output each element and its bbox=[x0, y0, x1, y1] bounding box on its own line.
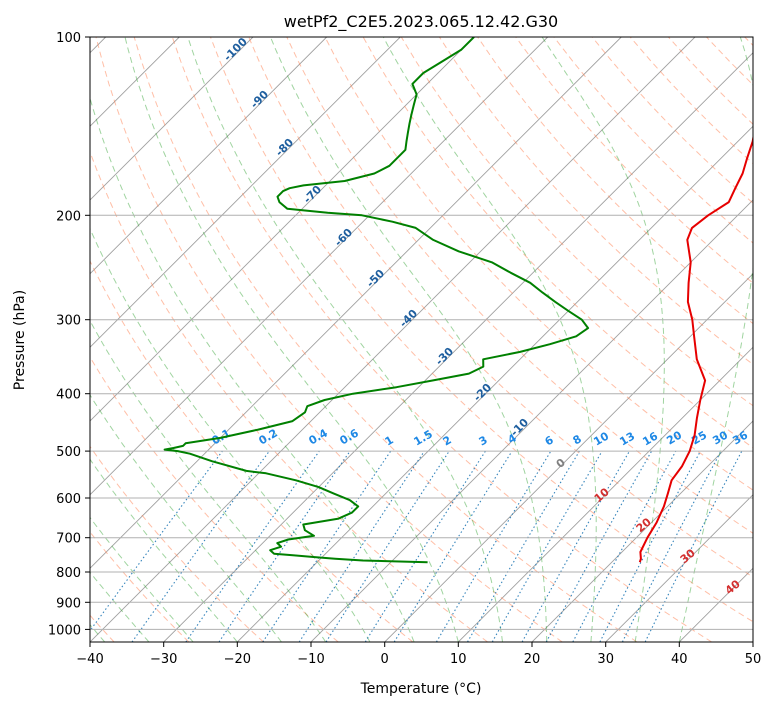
dry-adiabat-line bbox=[171, 37, 712, 642]
y-tick-label: 300 bbox=[56, 314, 81, 329]
x-tick-label: −30 bbox=[150, 652, 177, 667]
x-tick-label: 30 bbox=[597, 652, 614, 667]
moist-adiabat-line bbox=[541, 37, 665, 642]
isotherm-line bbox=[90, 37, 696, 642]
x-axis-label: Temperature (°C) bbox=[360, 681, 482, 697]
y-axis: 100 200 300 400 500 600 700 800 900 1000 bbox=[48, 31, 90, 638]
mixing-ratio-line bbox=[298, 450, 425, 642]
isotherm-line bbox=[90, 37, 401, 348]
x-tick-label: 40 bbox=[671, 652, 688, 667]
isotherm-line bbox=[90, 37, 549, 496]
x-tick-label: −10 bbox=[297, 652, 324, 667]
dry-adiabat-line bbox=[515, 37, 753, 284]
isotherm-line bbox=[90, 37, 622, 569]
y-tick-label: 600 bbox=[56, 492, 81, 507]
dry-adiabat-line bbox=[210, 37, 753, 623]
moist-adiabat-line bbox=[90, 394, 282, 642]
moist-adiabat-line bbox=[90, 319, 327, 642]
moist-adiabat-line bbox=[90, 458, 238, 642]
mixing-ratio-line bbox=[572, 450, 677, 642]
mixing-ratio-line bbox=[521, 450, 630, 642]
dewpoint-profile-line bbox=[163, 37, 590, 564]
moist-adiabat-line bbox=[270, 37, 548, 642]
x-tick-label: −20 bbox=[224, 652, 251, 667]
mixing-ratio-line bbox=[644, 450, 743, 642]
moist-adiabat-line bbox=[187, 37, 503, 642]
profiles bbox=[163, 37, 753, 564]
y-tick-label: 800 bbox=[56, 566, 81, 581]
x-tick-label: −40 bbox=[76, 652, 103, 667]
isotherm-line bbox=[605, 494, 753, 642]
y-tick-label: 1000 bbox=[48, 623, 81, 638]
isotherm-line bbox=[90, 37, 328, 275]
moist-adiabat-line bbox=[90, 516, 194, 642]
plot-area bbox=[90, 37, 753, 642]
mixing-ratio-line bbox=[393, 450, 513, 642]
x-axis: −40 −30 −20 −10 0 10 20 30 40 50 bbox=[76, 642, 761, 667]
y-tick-label: 100 bbox=[56, 31, 81, 46]
moist-adiabat-line bbox=[90, 227, 371, 642]
dry-adiabat-line bbox=[90, 259, 414, 642]
mixing-ratio-line bbox=[185, 450, 320, 642]
x-tick-label: 0 bbox=[381, 652, 389, 667]
x-tick-label: 10 bbox=[450, 652, 467, 667]
plot-frame bbox=[89, 36, 754, 643]
isotherm-line bbox=[163, 52, 753, 642]
moist-adiabat-line bbox=[678, 37, 753, 642]
isotherm-line bbox=[236, 125, 753, 642]
mixing-ratio-line bbox=[131, 450, 270, 642]
y-tick-label: 200 bbox=[56, 209, 81, 224]
mixing-ratio-line bbox=[545, 450, 653, 642]
isotherm-line bbox=[531, 420, 753, 642]
isotherm-line bbox=[90, 37, 475, 422]
mixing-ratio-line bbox=[218, 450, 351, 642]
isotherm-line bbox=[457, 346, 753, 642]
y-tick-label: 700 bbox=[56, 532, 81, 547]
dry-adiabat-line bbox=[324, 37, 753, 491]
mixing-ratio-line bbox=[90, 450, 223, 632]
mixing-ratio-line bbox=[325, 450, 450, 642]
x-tick-label: 20 bbox=[524, 652, 541, 667]
temperature-profile-line bbox=[638, 133, 753, 563]
moist-adiabat-line bbox=[124, 37, 459, 642]
moist-adiabat-line bbox=[382, 37, 597, 642]
mixing-ratio-line bbox=[262, 450, 392, 642]
isotherm-line bbox=[90, 37, 254, 201]
y-tick-label: 900 bbox=[56, 596, 81, 611]
isotherm-line bbox=[384, 273, 753, 642]
dry-adiabat-line bbox=[248, 37, 753, 578]
dry-adiabat-line bbox=[90, 356, 339, 642]
dry-adiabat-line bbox=[95, 37, 563, 642]
pressure-gridlines bbox=[90, 37, 753, 630]
y-axis-label: Pressure (hPa) bbox=[12, 290, 28, 390]
chart-title: wetPf2_C2E5.2023.065.12.42.G30 bbox=[284, 12, 558, 32]
y-tick-label: 500 bbox=[56, 445, 81, 460]
x-tick-label: 50 bbox=[745, 652, 762, 667]
moist-adiabat-line bbox=[0, 37, 61, 642]
isotherm-line bbox=[752, 641, 753, 642]
dry-adiabat-line bbox=[90, 445, 264, 642]
dry-adiabat-line bbox=[286, 37, 753, 534]
y-tick-label: 400 bbox=[56, 388, 81, 403]
dry-adiabat-line bbox=[133, 37, 638, 642]
